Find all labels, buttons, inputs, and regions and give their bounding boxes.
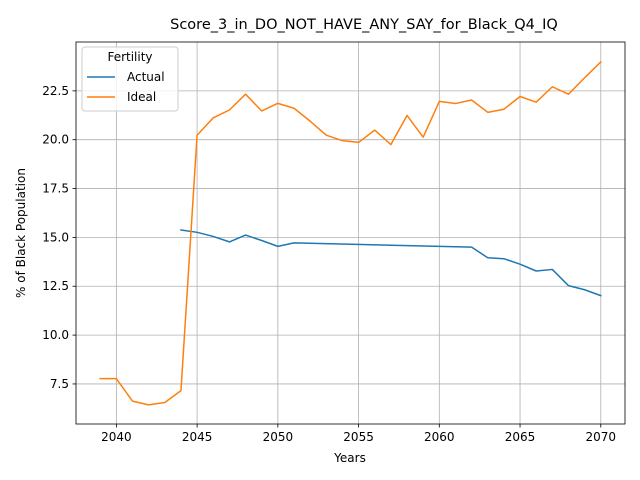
x-axis-ticks: 2040 2045 2050 2055 2060 2065 2070 [101,424,616,444]
legend-label-actual: Actual [127,70,165,84]
x-tick-label: 2065 [505,430,536,444]
series-line-actual [180,229,602,297]
x-tick-label: 2055 [343,430,374,444]
legend: Fertility Actual Ideal [81,46,179,112]
plot-area-frame [75,41,626,425]
x-tick-label: 2040 [101,430,132,444]
chart-title: Score_3_in_DO_NOT_HAVE_ANY_SAY_for_Black… [170,17,558,33]
legend-title: Fertility [107,50,152,64]
y-axis-ticks: 7.5 10.0 12.5 15.0 17.5 20.0 22.5 [42,84,76,391]
legend-label-ideal: Ideal [127,90,156,104]
y-tick-label: 15.0 [42,230,69,244]
x-tick-label: 2045 [182,430,213,444]
y-tick-label: 10.0 [42,328,69,342]
y-tick-label: 17.5 [42,182,69,196]
x-tick-label: 2070 [586,430,617,444]
grid-lines [76,42,625,424]
x-axis-label: Years [333,451,366,465]
y-tick-label: 7.5 [50,377,69,391]
x-tick-label: 2050 [263,430,294,444]
x-tick-label: 2060 [424,430,455,444]
y-tick-label: 20.0 [42,133,69,147]
legend-box [81,46,179,112]
y-tick-label: 22.5 [42,84,69,98]
y-tick-label: 12.5 [42,279,69,293]
series-lines [99,60,602,406]
y-axis-label: % of Black Population [14,168,28,298]
series-line-ideal [99,60,602,406]
